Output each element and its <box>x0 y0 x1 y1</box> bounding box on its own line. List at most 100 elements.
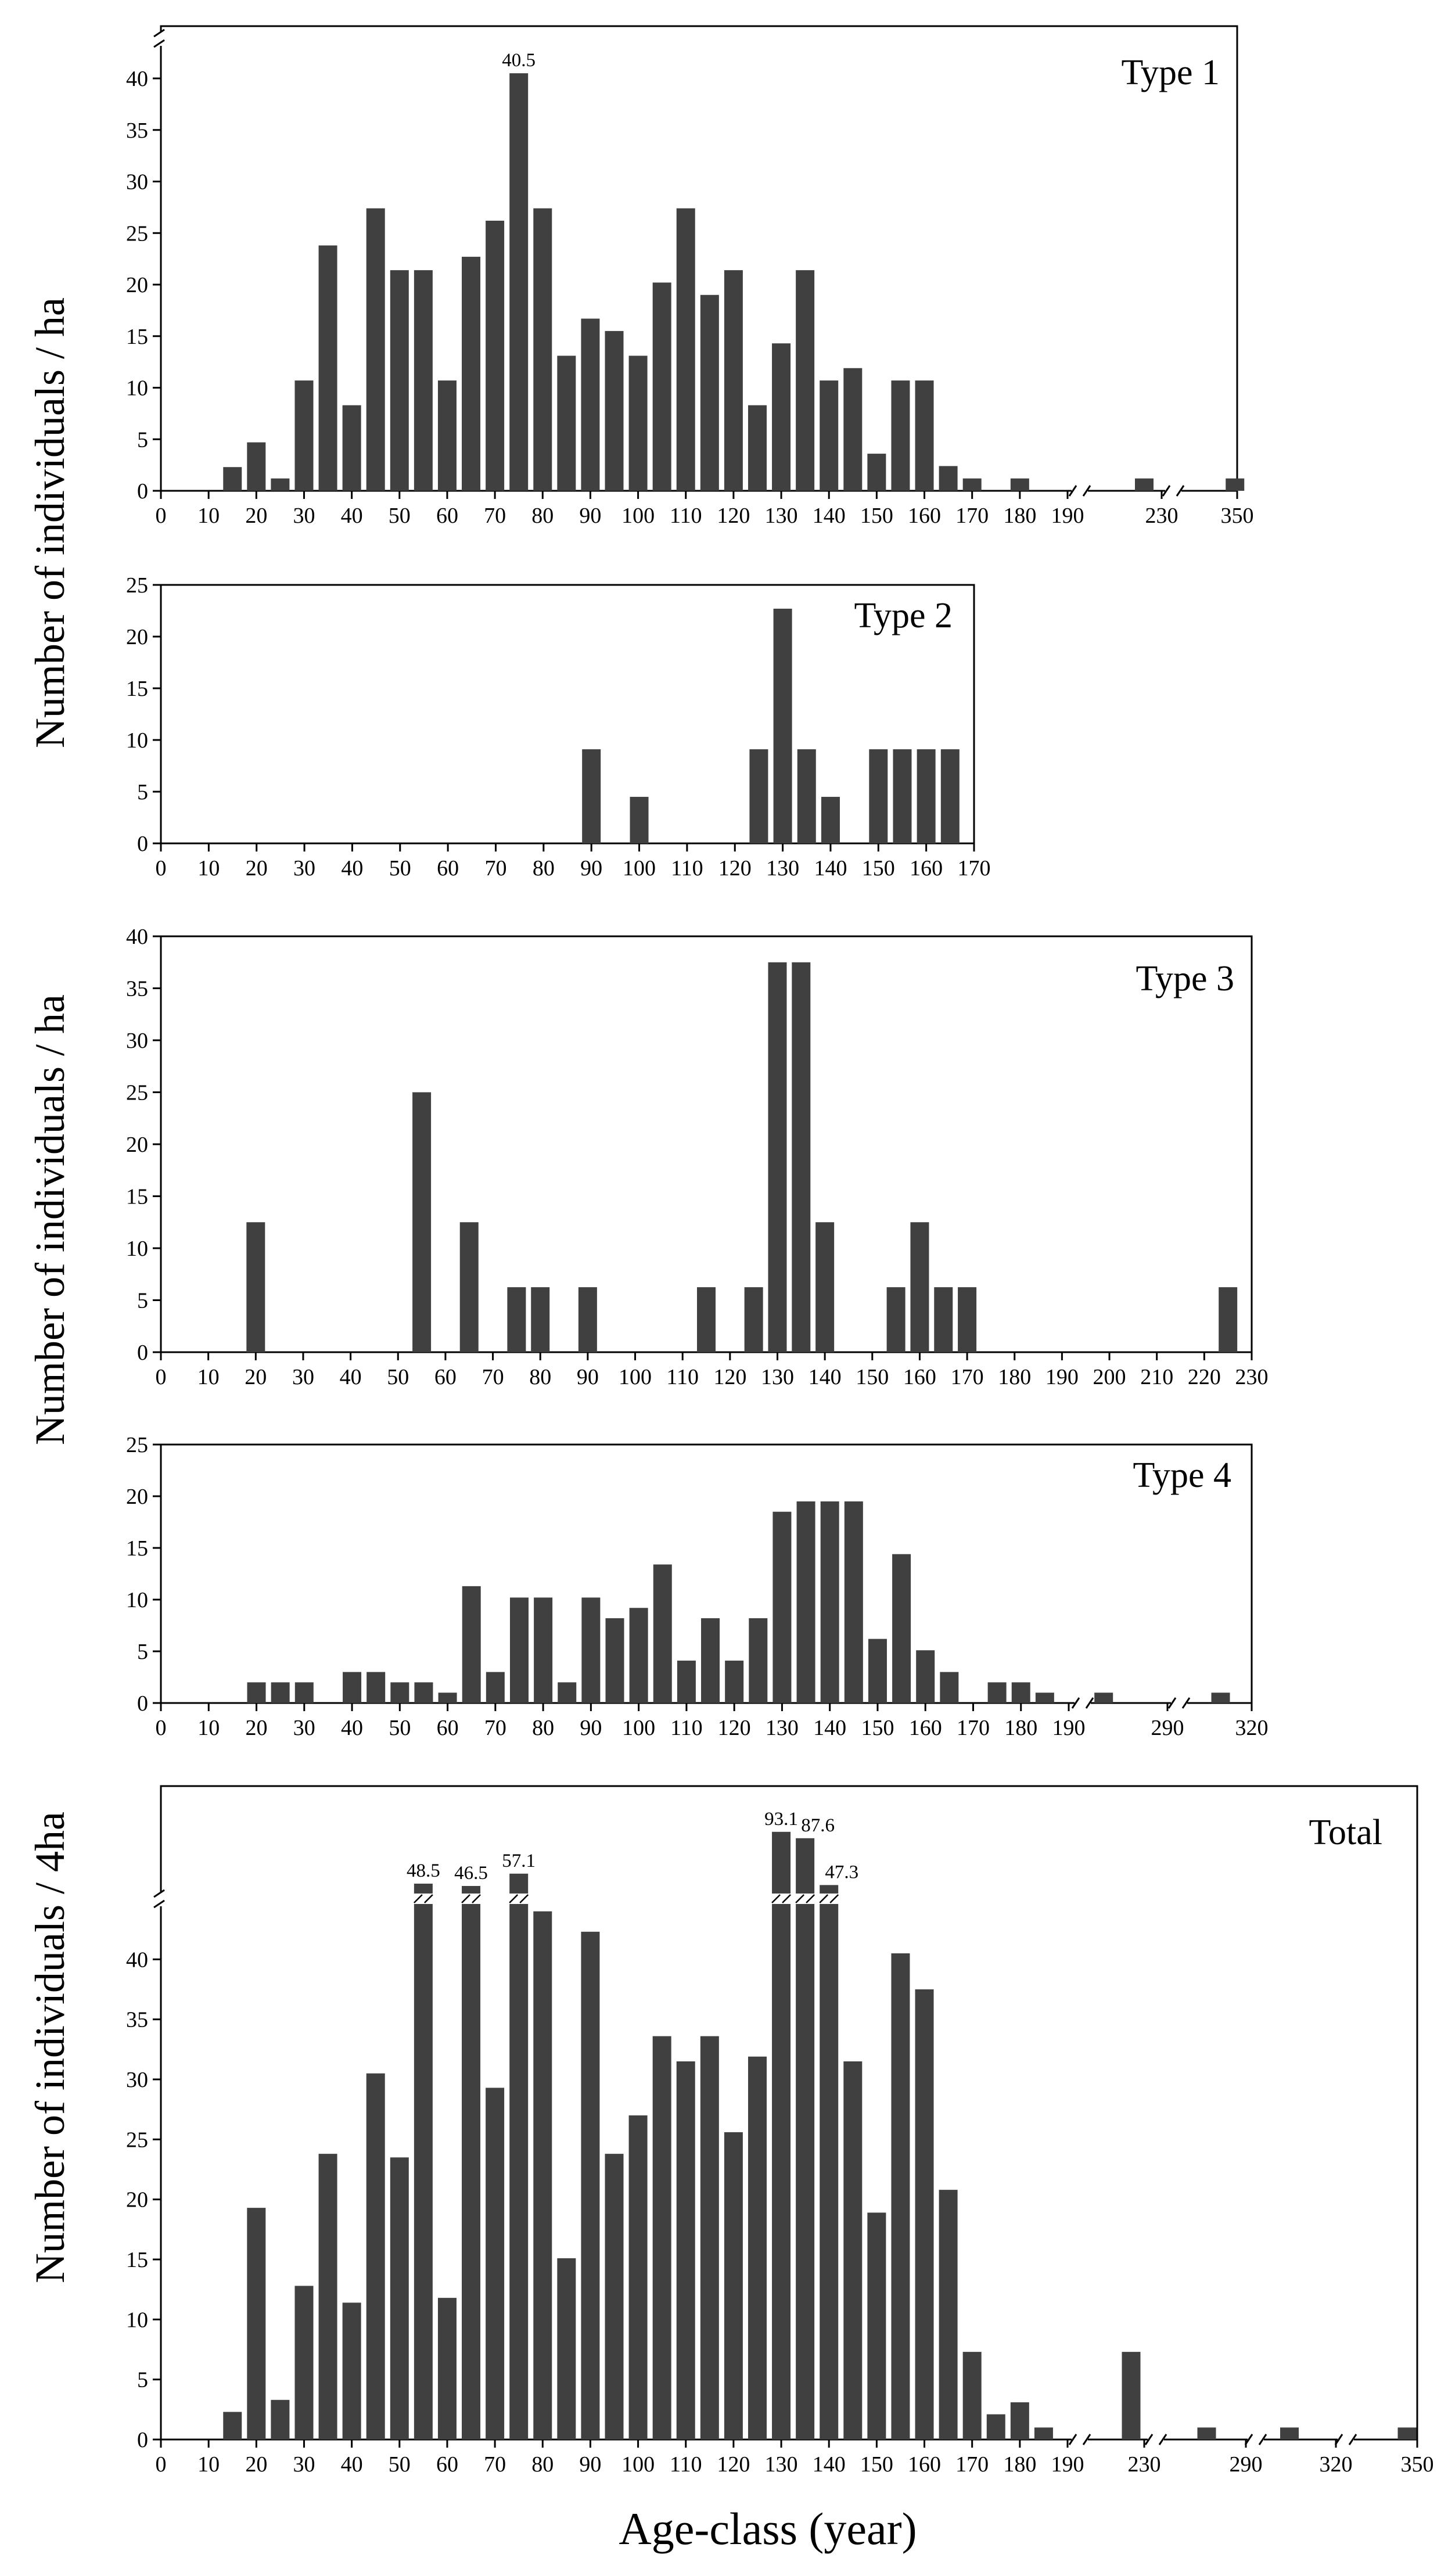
bar <box>342 2302 361 2440</box>
x-tick-label: 30 <box>292 1365 314 1389</box>
x-tick-label: 0 <box>156 1365 167 1389</box>
y-tick-label: 15 <box>126 325 148 349</box>
y-tick-label: 10 <box>126 728 148 753</box>
x-tick-label: 0 <box>156 504 167 528</box>
x-tick-label: 190 <box>1051 2452 1084 2477</box>
bar <box>843 2061 863 2440</box>
bar-break-mark <box>819 1894 829 1903</box>
bar <box>578 1287 597 1352</box>
bar <box>697 1287 716 1352</box>
x-tick-label: 20 <box>246 1716 268 1740</box>
bar-break-mark <box>461 1894 470 1903</box>
bar <box>962 2352 982 2440</box>
x-tick-label: 170 <box>955 2452 989 2477</box>
bar-break-gap <box>461 1894 482 1904</box>
bar <box>1211 1693 1230 1703</box>
x-tick-label: 50 <box>389 504 411 528</box>
bar <box>509 73 529 491</box>
bar <box>820 1885 839 2440</box>
x-tick-label: 20 <box>245 2452 267 2477</box>
y-tick-label: 0 <box>137 832 148 856</box>
x-tick-label: 160 <box>908 504 941 528</box>
bar <box>772 1831 791 2440</box>
x-tick-label: 160 <box>910 856 943 881</box>
x-tick-label: 80 <box>531 504 554 528</box>
x-tick-label: 190 <box>1045 1365 1079 1389</box>
bar <box>343 1672 362 1703</box>
bar <box>437 380 457 491</box>
bar-break-mark <box>413 1894 423 1903</box>
bar <box>630 796 649 843</box>
x-tick-label: 160 <box>903 1365 936 1389</box>
bar <box>605 1618 624 1703</box>
x-tick-label: 180 <box>1004 1716 1037 1740</box>
x-tick-label: 100 <box>619 1365 652 1389</box>
x-tick-label: 130 <box>766 1716 799 1740</box>
x-tick-label: 230 <box>1145 504 1178 528</box>
y-tick-label: 10 <box>126 2308 148 2332</box>
x-tick-label: 160 <box>908 2452 941 2477</box>
bar <box>247 1682 266 1703</box>
x-tick-label: 210 <box>1140 1365 1173 1389</box>
bar <box>797 749 816 843</box>
bar <box>367 1672 386 1703</box>
bar <box>223 467 242 491</box>
x-tick-label: 110 <box>666 1365 699 1389</box>
bar <box>223 2412 242 2440</box>
bar <box>676 208 695 491</box>
bar-value-label: 87.6 <box>801 1815 835 1836</box>
bar <box>247 442 266 491</box>
x-axis-break-gap <box>1075 1700 1091 1706</box>
x-axis-break-mark <box>1176 485 1185 497</box>
x-tick-label: 150 <box>860 504 893 528</box>
x-tick-label: 10 <box>197 1365 220 1389</box>
bar <box>1397 2427 1417 2440</box>
x-tick-label: 90 <box>579 2452 601 2477</box>
x-tick-label: 20 <box>246 856 268 881</box>
bar <box>867 454 886 491</box>
bar <box>653 1564 672 1703</box>
x-tick-label: 90 <box>580 856 602 881</box>
bar-break-mark <box>472 1894 481 1903</box>
x-axis-break-mark <box>1144 2434 1154 2445</box>
bar-value-label: 93.1 <box>764 1809 798 1830</box>
bar <box>768 962 787 1352</box>
bar <box>796 270 815 491</box>
x-tick-label: 70 <box>484 856 506 881</box>
bar <box>868 1639 887 1703</box>
y-axis-title-top: Number of individuals / ha <box>27 297 73 748</box>
bar <box>414 1884 433 2440</box>
bar-break-gap <box>508 1894 530 1904</box>
x-tick-label: 170 <box>957 1716 990 1740</box>
bar <box>677 1661 696 1703</box>
bar <box>725 1661 744 1703</box>
bar <box>867 2212 886 2440</box>
y-tick-label: 0 <box>137 1691 148 1716</box>
x-tick-label: 50 <box>389 1716 411 1740</box>
bar <box>247 2208 266 2440</box>
x-tick-label: 140 <box>809 1365 842 1389</box>
bar <box>294 2286 314 2440</box>
x-tick-label: 60 <box>437 856 459 881</box>
x-tick-label: 130 <box>765 2452 798 2477</box>
bar <box>531 1287 550 1352</box>
x-tick-label: 220 <box>1188 1365 1221 1389</box>
y-tick-label: 5 <box>137 1289 148 1313</box>
y-tick-label: 25 <box>126 1081 148 1105</box>
bar <box>749 749 768 843</box>
y-tick-label: 30 <box>126 170 148 195</box>
x-tick-label: 320 <box>1320 2452 1353 2477</box>
bar <box>915 1989 934 2440</box>
x-tick-label: 180 <box>1003 504 1036 528</box>
x-tick-label: 90 <box>577 1365 599 1389</box>
x-axis-break-gap <box>1072 487 1088 494</box>
bar <box>533 208 552 491</box>
x-tick-label: 110 <box>671 856 703 881</box>
x-tick-label: 10 <box>197 2452 220 2477</box>
y-tick-label: 25 <box>126 1433 148 1457</box>
y-tick-label: 40 <box>126 925 148 949</box>
bar <box>986 2414 1005 2440</box>
bar <box>1135 478 1154 491</box>
chart-panel-1: 0 5 10 15 20 25 30 35 40 0 10 20 30 40 50 60 70 80 90 100 11… <box>126 25 1254 528</box>
bar <box>294 1682 314 1703</box>
